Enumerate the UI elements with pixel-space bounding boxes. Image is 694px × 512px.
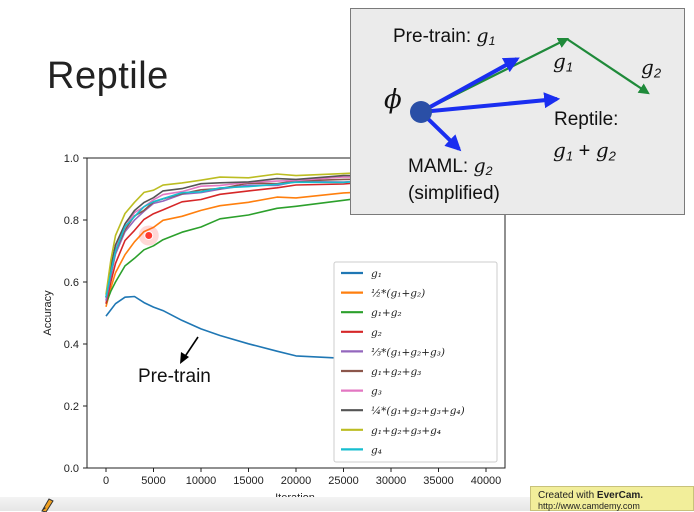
watermark-line: Created with EverCam. — [538, 490, 693, 501]
g2-sub: 2 — [653, 65, 662, 81]
x-axis: 0 5000 10000 15000 20000 25000 30000 35000 40000 — [103, 468, 501, 487]
annotation-label: Pre-train — [138, 366, 211, 387]
x-tick-label: 5000 — [141, 475, 165, 487]
pretrain-text: Pre-train: — [393, 26, 472, 47]
legend: g₁ ½*(g₁+g₂) g₁+g₂ g₂ ⅓*(g₁+g₂+g₃) g₁+g₂+g₃ g₃… — [333, 261, 498, 463]
pretrain-g-sub: 1 — [488, 34, 496, 49]
legend-label: g₃ — [371, 386, 382, 398]
maml-label: MAML: g2 — [408, 155, 493, 178]
legend-label: ⅓*(g₁+g₂+g₃) — [371, 346, 445, 358]
x-tick-label: 25000 — [328, 475, 359, 487]
phi-point — [410, 101, 432, 123]
g2-label: g2 — [641, 55, 661, 80]
reptile-plus: + — [573, 140, 596, 162]
reptile-expression: g1 + g2 — [553, 138, 616, 163]
highlight-marker — [138, 225, 159, 246]
bottom-bar — [0, 497, 694, 511]
pencil-cursor-icon — [41, 498, 54, 512]
legend-label: g₂ — [371, 327, 382, 339]
pretrain-g: g — [476, 25, 489, 47]
g1-label: g1 — [553, 49, 573, 74]
g1-symbol: g — [553, 49, 566, 73]
legend-label: g₁ — [371, 268, 382, 280]
y-tick-label: 0.0 — [64, 463, 79, 475]
g2-green-arrow — [566, 38, 650, 95]
maml-note: (simplified) — [408, 183, 500, 204]
y-tick-label: 0.8 — [64, 215, 79, 227]
phi-label: ϕ — [384, 85, 402, 115]
legend-label: g₁+g₂ — [371, 307, 402, 319]
maml-text: MAML: — [408, 156, 469, 177]
x-tick-label: 20000 — [281, 475, 312, 487]
pretrain-blue-arrow — [420, 57, 520, 114]
pretrain-annotation: Pre-train — [138, 336, 211, 387]
marker-dot — [144, 231, 154, 240]
legend-label: g₁+g₂+g₃ — [371, 366, 421, 378]
reptile-blue-arrow — [420, 92, 561, 114]
reptile-g-b-sub: 2 — [608, 148, 616, 164]
y-tick-label: 0.2 — [64, 401, 79, 413]
x-tick-label: 10000 — [186, 475, 217, 487]
legend-frame — [333, 261, 498, 463]
watermark-brand: EverCam. — [596, 490, 644, 501]
vector-diagram: Pre-train: g1 ϕ g1 g2 Reptile: g1 + g2 M… — [350, 8, 685, 215]
annotation-arrowhead-icon — [180, 352, 189, 364]
x-tick-label: 30000 — [376, 475, 407, 487]
g1-sub: 1 — [565, 59, 574, 75]
maml-g-sub: 2 — [485, 164, 493, 179]
legend-label: ¼*(g₁+g₂+g₃+g₄) — [371, 405, 465, 417]
legend-label: g₁+g₂+g₃+g₄ — [371, 425, 441, 437]
x-tick-label: 35000 — [423, 475, 454, 487]
reptile-g-a: g — [553, 138, 566, 162]
slide-title: Reptile — [47, 55, 169, 97]
x-tick-label: 0 — [103, 475, 109, 487]
x-tick-label: 15000 — [233, 475, 264, 487]
reptile-label: Reptile: — [554, 109, 619, 130]
y-tick-label: 0.6 — [64, 277, 79, 289]
y-axis-label: Accuracy — [42, 290, 54, 336]
annotation-arrow — [183, 336, 199, 359]
evercam-watermark: Created with EverCam. http://www.camdemy… — [530, 486, 694, 511]
legend-label: g₄ — [371, 444, 382, 456]
y-tick-label: 1.0 — [64, 153, 79, 165]
reptile-g-a-sub: 1 — [565, 148, 574, 164]
watermark-url: http://www.camdemy.com — [538, 501, 640, 511]
reptile-g-b: g — [595, 138, 609, 162]
x-tick-label: 40000 — [471, 475, 502, 487]
watermark-prefix: Created with — [538, 490, 595, 501]
maml-g: g — [473, 155, 486, 177]
y-tick-label: 0.4 — [64, 339, 79, 351]
legend-label: ½*(g₁+g₂) — [371, 288, 425, 300]
pretrain-label: Pre-train: g1 — [393, 25, 495, 48]
g2-symbol: g — [641, 55, 654, 79]
y-axis: 0.0 0.2 0.4 0.6 0.8 1.0 — [64, 153, 87, 475]
